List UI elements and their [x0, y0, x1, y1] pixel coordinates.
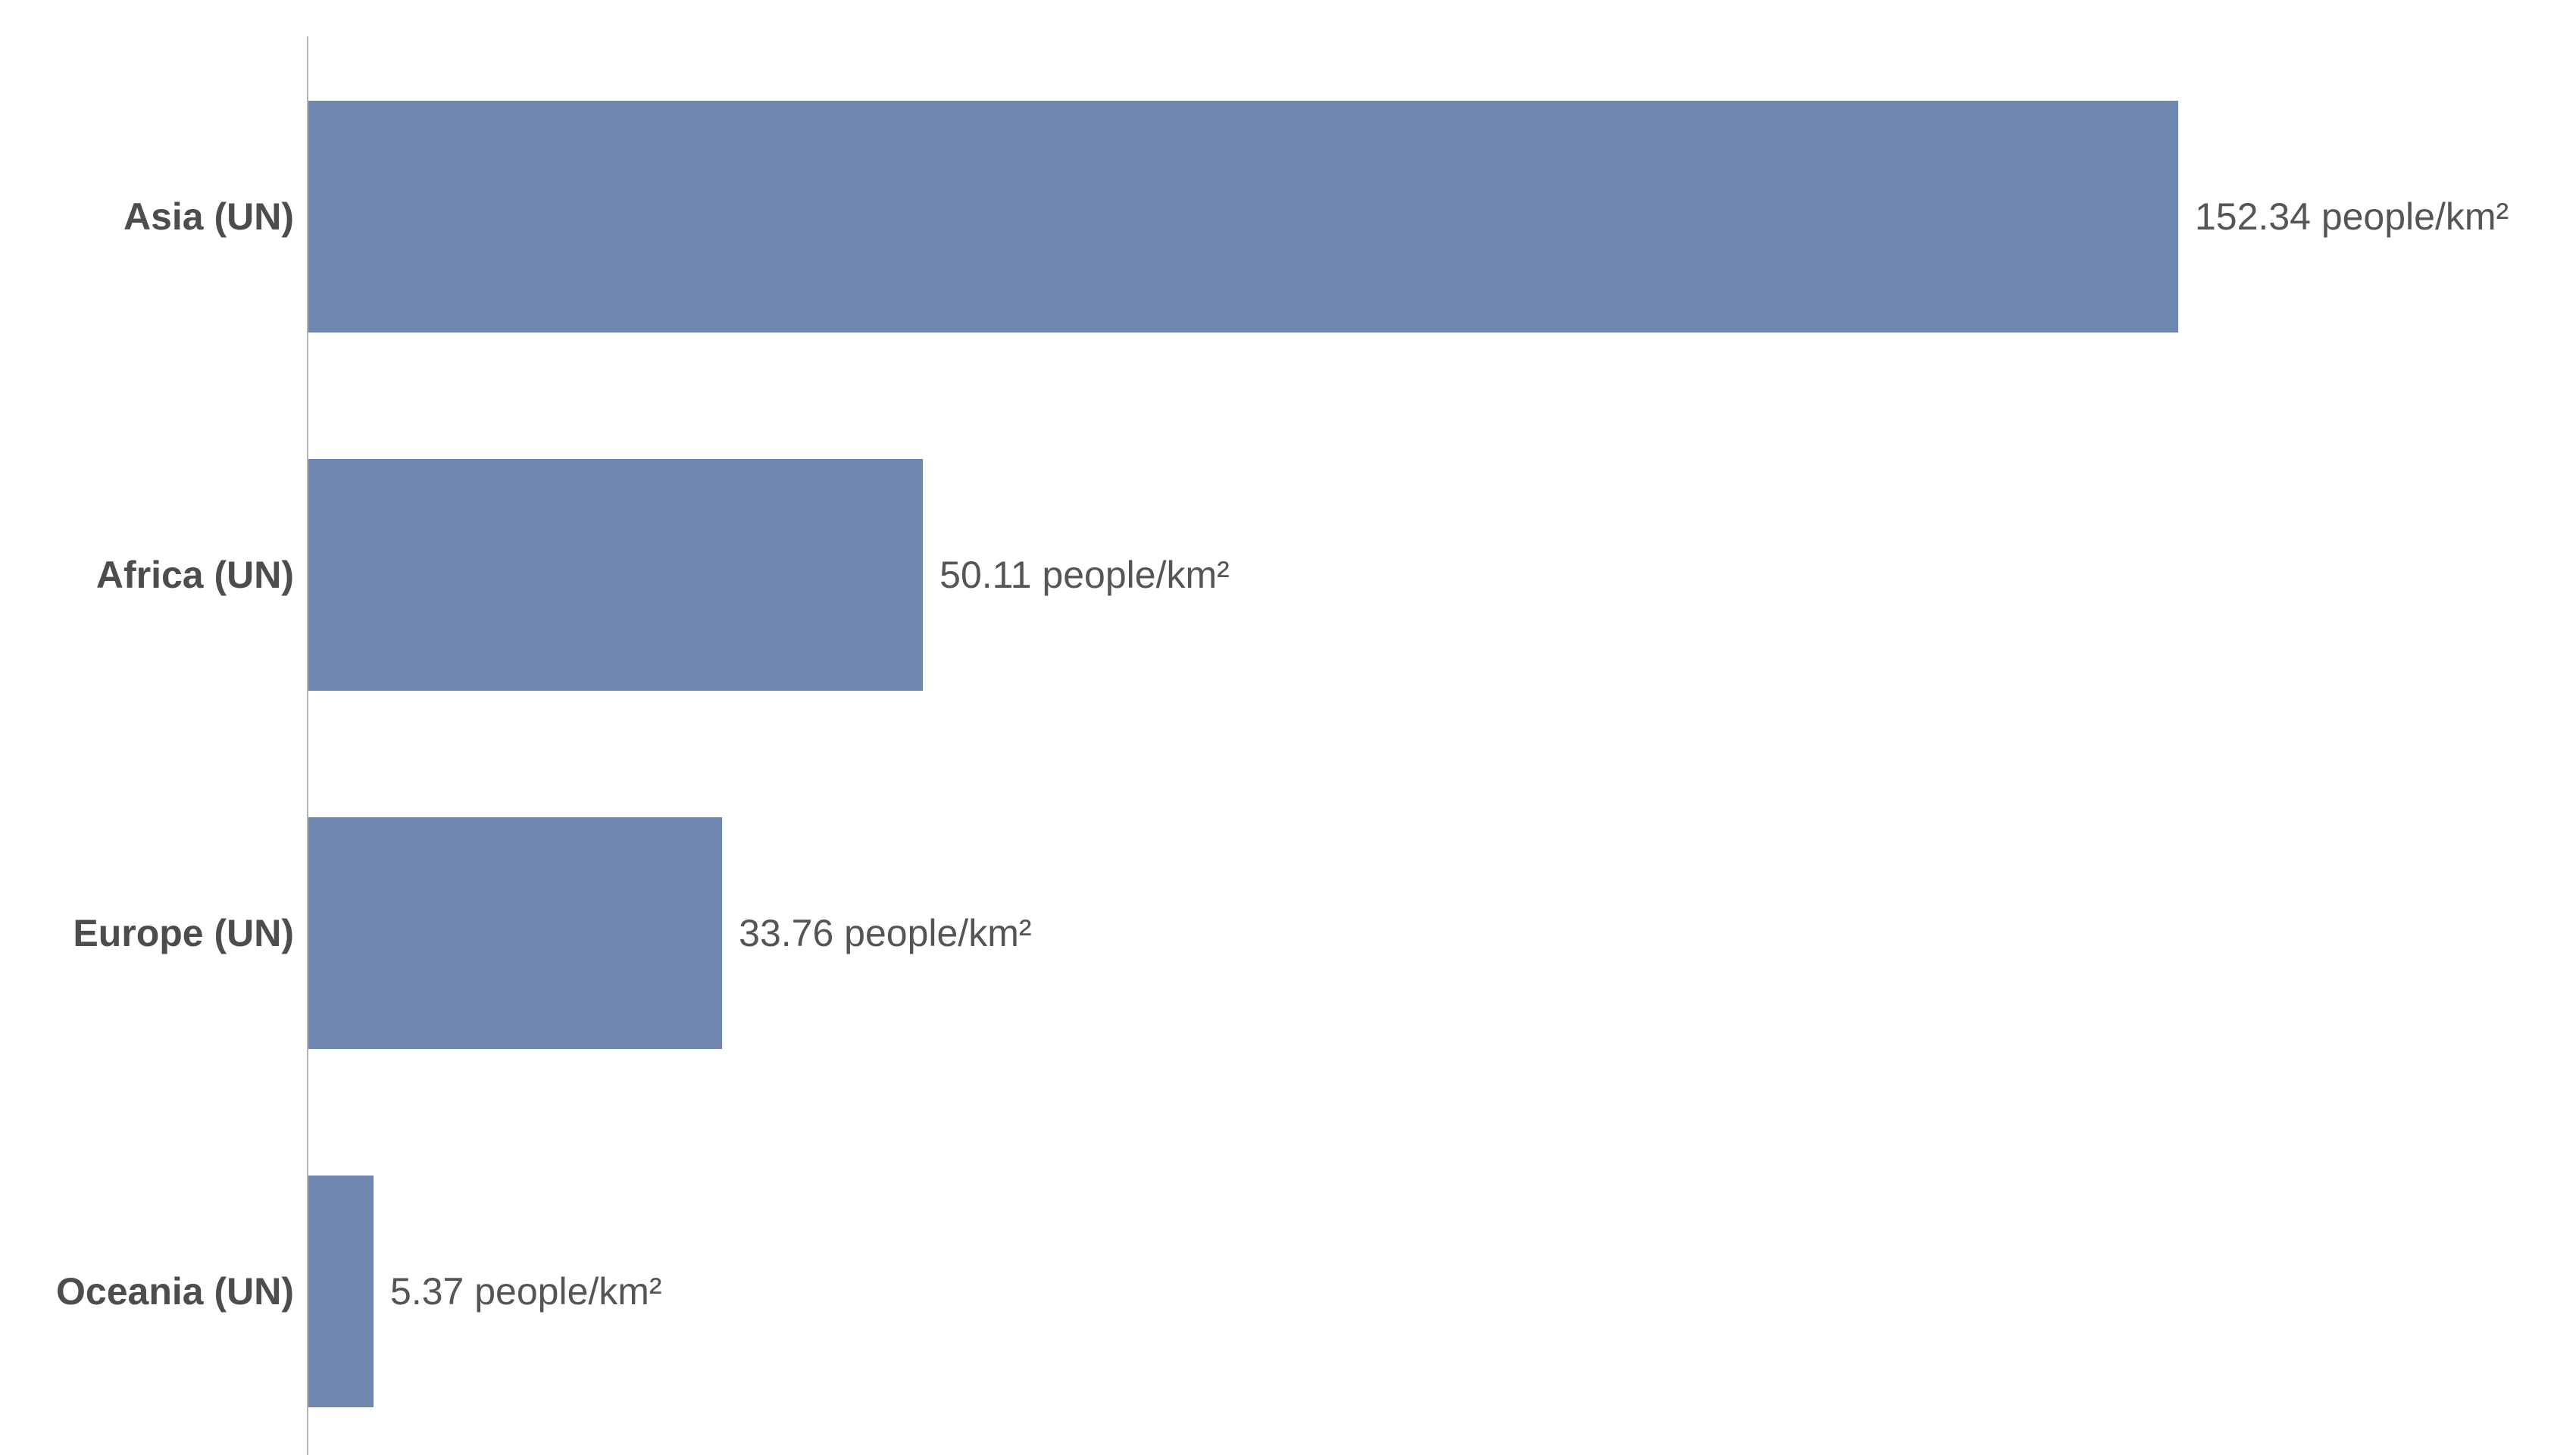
bars-layer — [308, 101, 2178, 1407]
bar-3 — [308, 1176, 374, 1407]
value-label: 152.34 people/km² — [2195, 195, 2509, 238]
category-label: Oceania (UN) — [56, 1270, 294, 1313]
bar-2 — [308, 817, 723, 1049]
value-label: 50.11 people/km² — [939, 554, 1230, 596]
value-label: 33.76 people/km² — [739, 912, 1031, 954]
category-label: Africa (UN) — [96, 554, 294, 596]
bar-1 — [308, 459, 924, 691]
labels-layer: Asia (UN) 152.34 people/km² Africa (UN) 50.… — [56, 195, 2509, 1313]
bar-0 — [308, 101, 2178, 333]
category-label: Europe (UN) — [73, 912, 294, 954]
category-label: Asia (UN) — [123, 195, 294, 238]
value-label: 5.37 people/km² — [390, 1270, 662, 1313]
